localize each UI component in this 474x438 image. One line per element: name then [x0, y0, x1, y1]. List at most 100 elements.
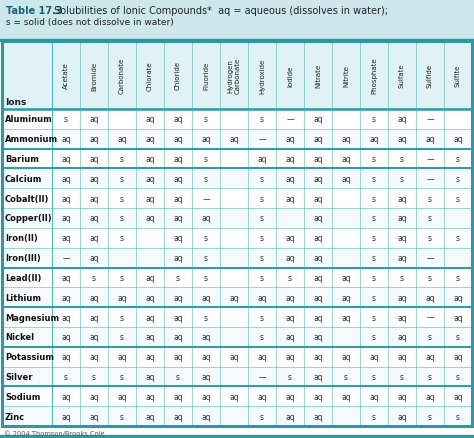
Text: aq: aq: [257, 352, 267, 361]
Bar: [2, 288, 472, 307]
Text: s: s: [204, 234, 208, 243]
Text: s: s: [260, 273, 264, 282]
Bar: [0, 0, 474, 40]
Text: s: s: [260, 313, 264, 322]
Text: aq: aq: [341, 293, 351, 302]
Text: aq: aq: [145, 174, 155, 184]
Text: s: s: [260, 332, 264, 342]
Text: s: s: [204, 254, 208, 262]
Text: aq: aq: [397, 412, 407, 420]
Text: s: s: [456, 174, 460, 184]
Text: —: —: [286, 115, 294, 124]
Text: aq: aq: [313, 254, 323, 262]
Bar: [2, 42, 472, 426]
Text: aq: aq: [173, 174, 183, 184]
Text: —: —: [258, 372, 266, 381]
Text: aq: aq: [173, 214, 183, 223]
Text: aq: aq: [173, 392, 183, 401]
Text: aq: aq: [61, 412, 71, 420]
Text: aq: aq: [285, 135, 295, 144]
Text: s: s: [372, 174, 376, 184]
Text: Iron(III): Iron(III): [5, 254, 41, 262]
Text: Iodide: Iodide: [287, 65, 293, 86]
Text: s: s: [372, 372, 376, 381]
Text: aq: aq: [173, 155, 183, 164]
Text: Copper(II): Copper(II): [5, 214, 53, 223]
Text: aq: aq: [173, 412, 183, 420]
Text: aq: aq: [145, 194, 155, 203]
Bar: [2, 386, 472, 406]
Text: aq: aq: [285, 412, 295, 420]
Text: s: s: [260, 174, 264, 184]
Text: aq: aq: [313, 155, 323, 164]
Text: aq: aq: [313, 293, 323, 302]
Text: aq: aq: [201, 392, 211, 401]
Text: s: s: [120, 313, 124, 322]
Text: aq: aq: [61, 332, 71, 342]
Text: aq: aq: [61, 135, 71, 144]
Text: Nickel: Nickel: [5, 332, 34, 342]
Text: aq: aq: [201, 372, 211, 381]
Text: aq: aq: [425, 135, 435, 144]
Text: aq: aq: [453, 293, 463, 302]
Text: © 2004 Thomson/Brooks Cole: © 2004 Thomson/Brooks Cole: [4, 429, 105, 436]
Text: aq: aq: [201, 293, 211, 302]
Text: aq: aq: [173, 352, 183, 361]
Text: aq: aq: [89, 194, 99, 203]
Text: aq: aq: [145, 313, 155, 322]
Text: aq: aq: [341, 392, 351, 401]
Text: —: —: [426, 115, 434, 124]
Text: Ammonium: Ammonium: [5, 135, 58, 144]
Text: Barium: Barium: [5, 155, 39, 164]
Bar: [2, 347, 472, 367]
Bar: [2, 406, 472, 426]
Text: aq: aq: [145, 214, 155, 223]
Bar: [2, 327, 472, 347]
Text: s: s: [204, 174, 208, 184]
Bar: [2, 208, 472, 228]
Text: Nitrate: Nitrate: [315, 64, 321, 88]
Text: aq: aq: [285, 313, 295, 322]
Text: s: s: [428, 273, 432, 282]
Text: s: s: [288, 372, 292, 381]
Text: aq: aq: [173, 115, 183, 124]
Text: s: s: [428, 194, 432, 203]
Text: aq: aq: [145, 332, 155, 342]
Text: aq: aq: [61, 155, 71, 164]
Text: aq: aq: [89, 214, 99, 223]
Text: s: s: [428, 412, 432, 420]
Text: aq: aq: [425, 293, 435, 302]
Text: s: s: [92, 372, 96, 381]
Text: s: s: [372, 412, 376, 420]
Text: aq: aq: [397, 352, 407, 361]
Text: s: s: [120, 332, 124, 342]
Bar: [2, 169, 472, 189]
Bar: [2, 367, 472, 386]
Text: aq: aq: [89, 115, 99, 124]
Text: —: —: [426, 174, 434, 184]
Text: aq: aq: [341, 313, 351, 322]
Text: aq: aq: [89, 352, 99, 361]
Text: Aluminum: Aluminum: [5, 115, 53, 124]
Text: aq: aq: [341, 174, 351, 184]
Text: aq: aq: [117, 135, 127, 144]
Text: s: s: [176, 273, 180, 282]
Text: aq: aq: [313, 412, 323, 420]
Text: aq: aq: [313, 194, 323, 203]
Text: aq: aq: [229, 352, 239, 361]
Text: aq: aq: [397, 194, 407, 203]
Text: s: s: [428, 372, 432, 381]
Text: s: s: [400, 372, 404, 381]
Text: Carbonate: Carbonate: [119, 58, 125, 94]
Text: Chlorate: Chlorate: [147, 61, 153, 91]
Text: aq: aq: [397, 293, 407, 302]
Text: Solubilities of Ionic Compounds*  aq = aqueous (dissolves in water);: Solubilities of Ionic Compounds* aq = aq…: [51, 6, 388, 16]
Text: Zinc: Zinc: [5, 412, 25, 420]
Text: aq: aq: [89, 135, 99, 144]
Text: aq: aq: [117, 352, 127, 361]
Text: aq: aq: [89, 174, 99, 184]
Text: —: —: [426, 155, 434, 164]
Text: aq: aq: [257, 392, 267, 401]
Text: s: s: [120, 155, 124, 164]
Text: s: s: [456, 412, 460, 420]
